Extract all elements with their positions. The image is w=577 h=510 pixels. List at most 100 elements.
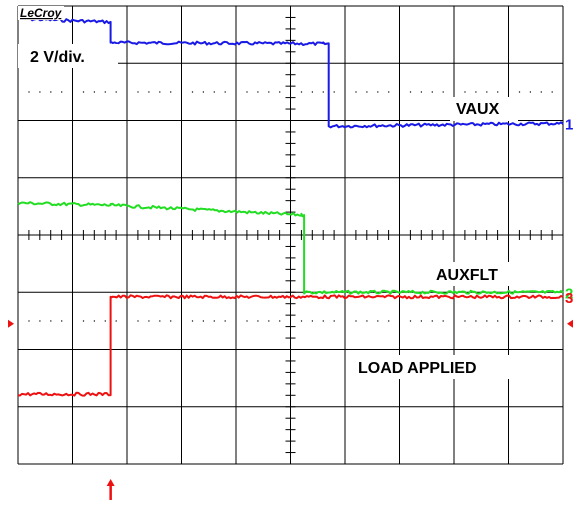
grid-dot — [366, 320, 368, 322]
grid-dot — [355, 320, 357, 322]
load-applied-label: LOAD APPLIED — [358, 360, 477, 377]
grid-dot — [518, 320, 521, 322]
grid-dot — [246, 91, 248, 93]
grid-dot — [159, 320, 161, 322]
grid-dot — [61, 91, 63, 93]
grid-dot — [409, 320, 412, 322]
grid-dot — [442, 91, 444, 93]
grid-dot — [202, 91, 204, 93]
grid-dot — [50, 320, 52, 322]
trace-vaux — [17, 16, 564, 129]
grid-dot — [551, 91, 553, 93]
trigger-level-right-arrow — [567, 319, 573, 328]
grid-dot — [268, 320, 270, 322]
grid-dot — [420, 91, 422, 93]
grid-dot — [486, 320, 488, 322]
grid-dot — [486, 91, 488, 93]
grid-dot — [497, 320, 499, 322]
scale-label: 2 V/div. — [30, 49, 85, 66]
grid-dot — [475, 91, 477, 93]
grid-dot — [191, 320, 194, 322]
grid-dot — [279, 320, 281, 322]
labels: LeCroy 2 V/div. VAUX AUXFLT LOAD APPLIED — [18, 6, 520, 379]
grid-dot — [540, 91, 542, 93]
traces: 1 23 — [8, 16, 573, 500]
grid-dot — [464, 320, 466, 322]
grid-dot — [50, 91, 52, 93]
grid-dot — [333, 91, 335, 93]
channel-marker-1: 1 — [565, 116, 573, 133]
grid-dot — [377, 320, 379, 322]
vaux-label: VAUX — [456, 101, 500, 118]
grid-dot — [518, 91, 521, 93]
grid-dot — [529, 91, 531, 93]
grid-dot — [388, 320, 390, 322]
trigger-level-left-arrow — [8, 319, 14, 328]
grid-dot — [159, 91, 161, 93]
grid-dot — [202, 320, 204, 322]
grid-dot — [377, 91, 379, 93]
grid-dot — [333, 320, 335, 322]
grid-dot — [355, 91, 357, 93]
grid-dot — [311, 320, 313, 322]
grid-dot — [442, 320, 444, 322]
grid-dot — [497, 91, 499, 93]
grid-dot — [93, 91, 95, 93]
grid-dot — [61, 320, 63, 322]
grid-dot — [322, 91, 324, 93]
grid-dot — [148, 91, 150, 93]
load-label-box — [350, 355, 520, 379]
brand-logo: LeCroy — [20, 6, 63, 20]
graticule — [17, 5, 564, 465]
grid-dot — [170, 91, 172, 93]
auxflt-label-box — [428, 262, 514, 286]
grid-dot — [39, 320, 41, 322]
auxflt-label: AUXFLT — [436, 267, 498, 284]
trace-load — [17, 294, 564, 397]
grid-dot — [529, 320, 531, 322]
grid-dot — [191, 91, 194, 93]
grid-dot — [366, 91, 368, 93]
grid-dot — [311, 91, 313, 93]
scale-box — [18, 44, 118, 68]
grid-dot — [213, 320, 215, 322]
grid-dot — [420, 320, 422, 322]
vaux-label-box — [450, 97, 518, 121]
grid-dot — [388, 91, 390, 93]
grid-dot — [300, 91, 303, 93]
grid-dot — [137, 320, 139, 322]
grid-dot — [104, 320, 106, 322]
channel-marker-3: 3 — [565, 290, 573, 307]
grid-dot — [28, 91, 30, 93]
grid-dot — [322, 320, 324, 322]
grid-dot — [279, 91, 281, 93]
grid-dot — [148, 320, 150, 322]
grid-dot — [431, 91, 433, 93]
grid-dot — [409, 91, 412, 93]
grid-dot — [464, 91, 466, 93]
grid-dot — [257, 91, 259, 93]
grid-dot — [224, 320, 226, 322]
grid-dot — [170, 320, 172, 322]
grid-dot — [93, 320, 95, 322]
grid-dot — [257, 320, 259, 322]
grid-dot — [475, 320, 477, 322]
grid-dot — [82, 91, 85, 93]
grid-dot — [28, 320, 30, 322]
grid-dot — [540, 320, 542, 322]
grid-dot — [431, 320, 433, 322]
grid-dot — [39, 91, 41, 93]
grid-dot — [246, 320, 248, 322]
grid-dot — [300, 320, 303, 322]
grid-dot — [104, 91, 106, 93]
channel-marker-2: 2 — [565, 285, 573, 302]
grid-dot — [213, 91, 215, 93]
grid-dot — [115, 320, 117, 322]
grid-dot — [268, 91, 270, 93]
grid-dot — [551, 320, 553, 322]
brand-box — [18, 6, 64, 20]
trace-auxflt — [17, 201, 564, 295]
grid-dot — [82, 320, 85, 322]
grid-dot — [137, 91, 139, 93]
